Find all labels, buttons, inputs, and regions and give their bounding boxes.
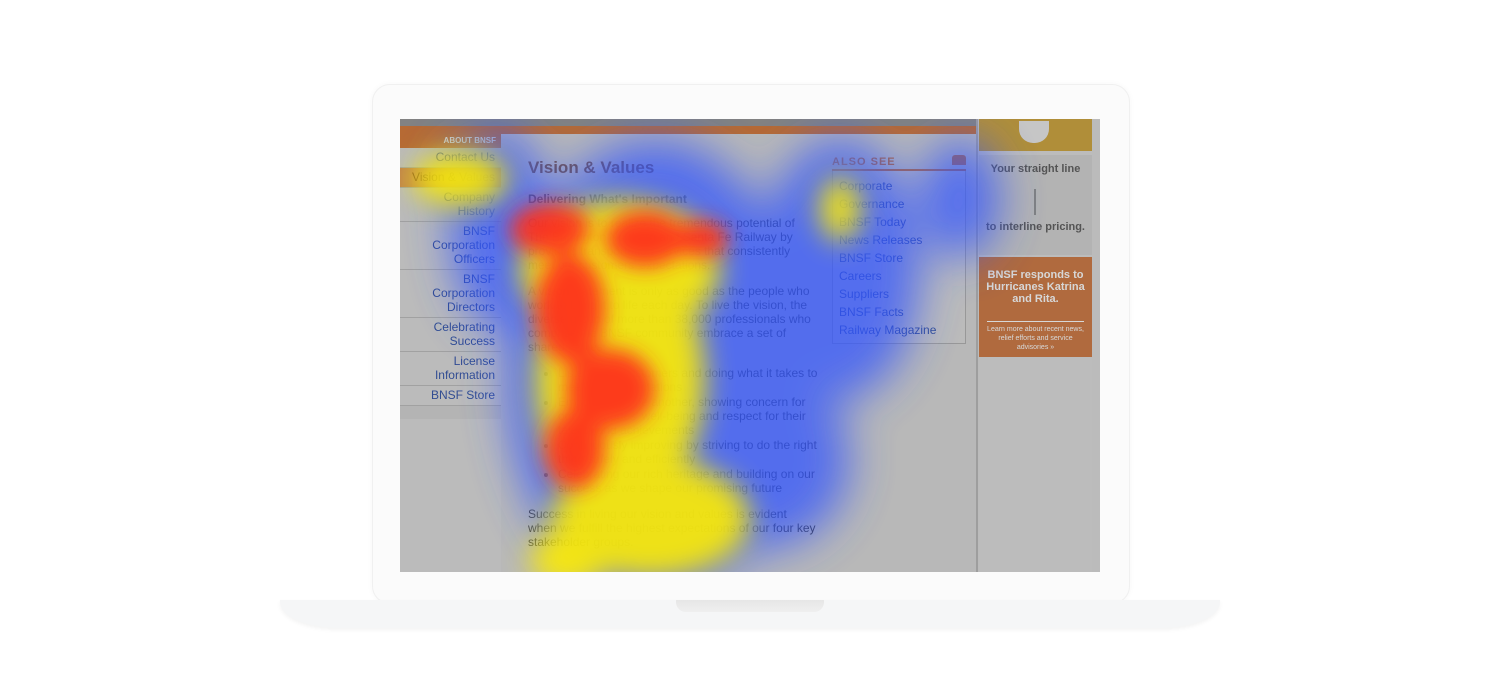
nav-item-corporation-officers[interactable]: BNSF Corporation Officers	[400, 222, 501, 270]
column-divider	[976, 119, 978, 572]
also-see-header: ALSO SEE	[832, 155, 966, 171]
also-see-link[interactable]: BNSF Today	[839, 215, 907, 229]
also-see-link[interactable]: Corporate	[839, 179, 893, 193]
also-see-link[interactable]: Careers	[839, 269, 882, 283]
ad-hurricane-response[interactable]: BNSF responds to Hurricanes Katrina and …	[979, 257, 1092, 357]
nav-item-bnsf-store[interactable]: BNSF Store	[400, 386, 501, 406]
collapse-tab-icon[interactable]	[952, 155, 966, 165]
value-item: Empowering one another, showing concern …	[558, 395, 818, 437]
main-article: Vision & Values Delivering What's Import…	[528, 158, 818, 561]
also-see-link[interactable]: Railway Magazine	[839, 323, 937, 337]
left-nav: ABOUT BNSF Contact Us Vision & Values Co…	[400, 134, 502, 419]
ad-line-text: to interline pricing.	[985, 221, 1085, 233]
right-ad-column: Your straight line to interline pricing.…	[979, 119, 1092, 572]
ad-line-text: Your straight line	[990, 163, 1081, 175]
nav-item-contact-us[interactable]: Contact Us	[400, 148, 501, 168]
also-see-panel: ALSO SEE Corporate Governance BNSF Today…	[832, 155, 966, 344]
content-area: Vision & Values Delivering What's Import…	[501, 134, 977, 572]
also-see-link[interactable]: BNSF Facts	[839, 305, 904, 319]
also-see-list: Corporate Governance BNSF Today News Rel…	[832, 171, 966, 344]
value-item: Continuously improving by striving to do…	[558, 438, 818, 466]
also-see-link[interactable]: Suppliers	[839, 287, 890, 301]
ad-learn-more-link[interactable]: Learn more about recent news, relief eff…	[987, 321, 1084, 352]
page-title: Vision & Values	[528, 158, 655, 177]
ad-interline-pricing[interactable]: Your straight line to interline pricing.	[979, 155, 1092, 255]
value-item: Celebrating our rich heritage and buildi…	[558, 467, 818, 495]
top-banner	[400, 119, 978, 126]
also-see-link[interactable]: BNSF Store	[839, 251, 904, 265]
ad-banner-top[interactable]	[979, 119, 1092, 151]
value-item: Listening to customers and doing what it…	[558, 366, 818, 394]
nav-item-vision-values[interactable]: Vision & Values	[400, 168, 501, 188]
arrow-down-icon	[1034, 189, 1036, 215]
also-see-title: ALSO SEE	[832, 156, 896, 168]
cup-icon	[1019, 121, 1049, 143]
also-see-link[interactable]: News Releases	[839, 233, 923, 247]
website: ABOUT BNSF Contact Us Vision & Values Co…	[400, 119, 1100, 572]
nav-item-company-history[interactable]: Company History	[400, 188, 501, 222]
laptop-notch	[676, 600, 824, 612]
laptop-screen: ABOUT BNSF Contact Us Vision & Values Co…	[400, 119, 1100, 572]
orange-rule	[400, 126, 978, 134]
paragraph-success: Success in living our vision and values …	[528, 507, 816, 549]
paragraph-vision: Our vision is to realize the tremendous …	[528, 216, 795, 272]
also-see-link[interactable]: Governance	[839, 197, 905, 211]
nav-item-celebrating-success[interactable]: Celebrating Success	[400, 318, 501, 352]
paragraph-statement: A vision statement is only as good as th…	[528, 284, 811, 354]
nav-header: ABOUT BNSF	[400, 134, 501, 148]
subtitle: Delivering What's Important	[528, 192, 687, 206]
nav-item-license-information[interactable]: License Information	[400, 352, 501, 386]
ad-headline: BNSF responds to Hurricanes Katrina and …	[986, 269, 1085, 305]
nav-item-corporation-directors[interactable]: BNSF Corporation Directors	[400, 270, 501, 318]
values-list: Listening to customers and doing what it…	[528, 366, 818, 495]
